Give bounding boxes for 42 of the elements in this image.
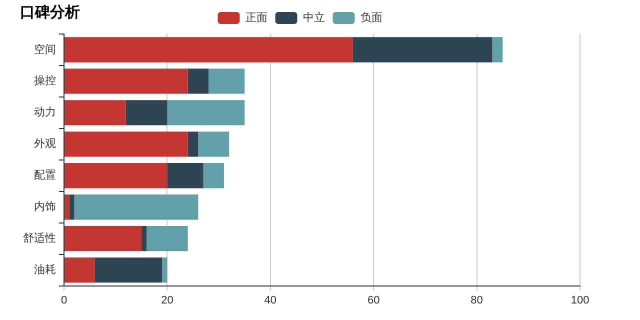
bar	[64, 257, 95, 283]
bar	[64, 226, 142, 252]
bar	[64, 163, 168, 188]
legend-label: 正面	[245, 12, 268, 24]
y-tick-label: 内饰	[34, 200, 56, 214]
x-tick-label: 60	[367, 294, 380, 306]
bar	[162, 257, 168, 283]
bar	[188, 68, 208, 94]
bar	[203, 163, 224, 188]
bar	[126, 100, 168, 126]
y-tick-label: 操控	[34, 75, 56, 88]
bar	[141, 226, 147, 252]
bar	[64, 132, 188, 157]
y-tick-label: 舒适性	[23, 232, 56, 245]
bar	[167, 100, 245, 126]
x-tick-label: 80	[470, 294, 483, 306]
y-tick-label: 配置	[34, 170, 56, 182]
legend-label: 负面	[360, 12, 382, 24]
bar	[146, 226, 188, 252]
bar	[64, 194, 70, 220]
y-tick-label: 空间	[34, 42, 56, 56]
bar	[188, 132, 198, 157]
y-tick-label: 外观	[34, 138, 56, 150]
bar	[352, 37, 492, 62]
chart-title: 口碑分析	[20, 4, 80, 22]
bar	[198, 132, 230, 157]
x-tick-label: 20	[161, 294, 174, 306]
bar	[69, 194, 74, 220]
x-tick-label: 100	[570, 294, 590, 306]
bar	[64, 68, 188, 94]
bar	[94, 257, 162, 283]
bar	[64, 100, 126, 126]
bar	[167, 163, 204, 188]
bar	[64, 37, 353, 62]
legend-label: 中立	[302, 11, 325, 24]
bar	[74, 194, 198, 220]
x-tick-label: 0	[60, 294, 68, 306]
y-tick-label: 动力	[34, 106, 56, 119]
bar	[208, 68, 245, 94]
x-tick-label: 40	[264, 294, 277, 306]
bar	[492, 37, 503, 62]
y-tick-label: 油耗	[34, 263, 56, 276]
